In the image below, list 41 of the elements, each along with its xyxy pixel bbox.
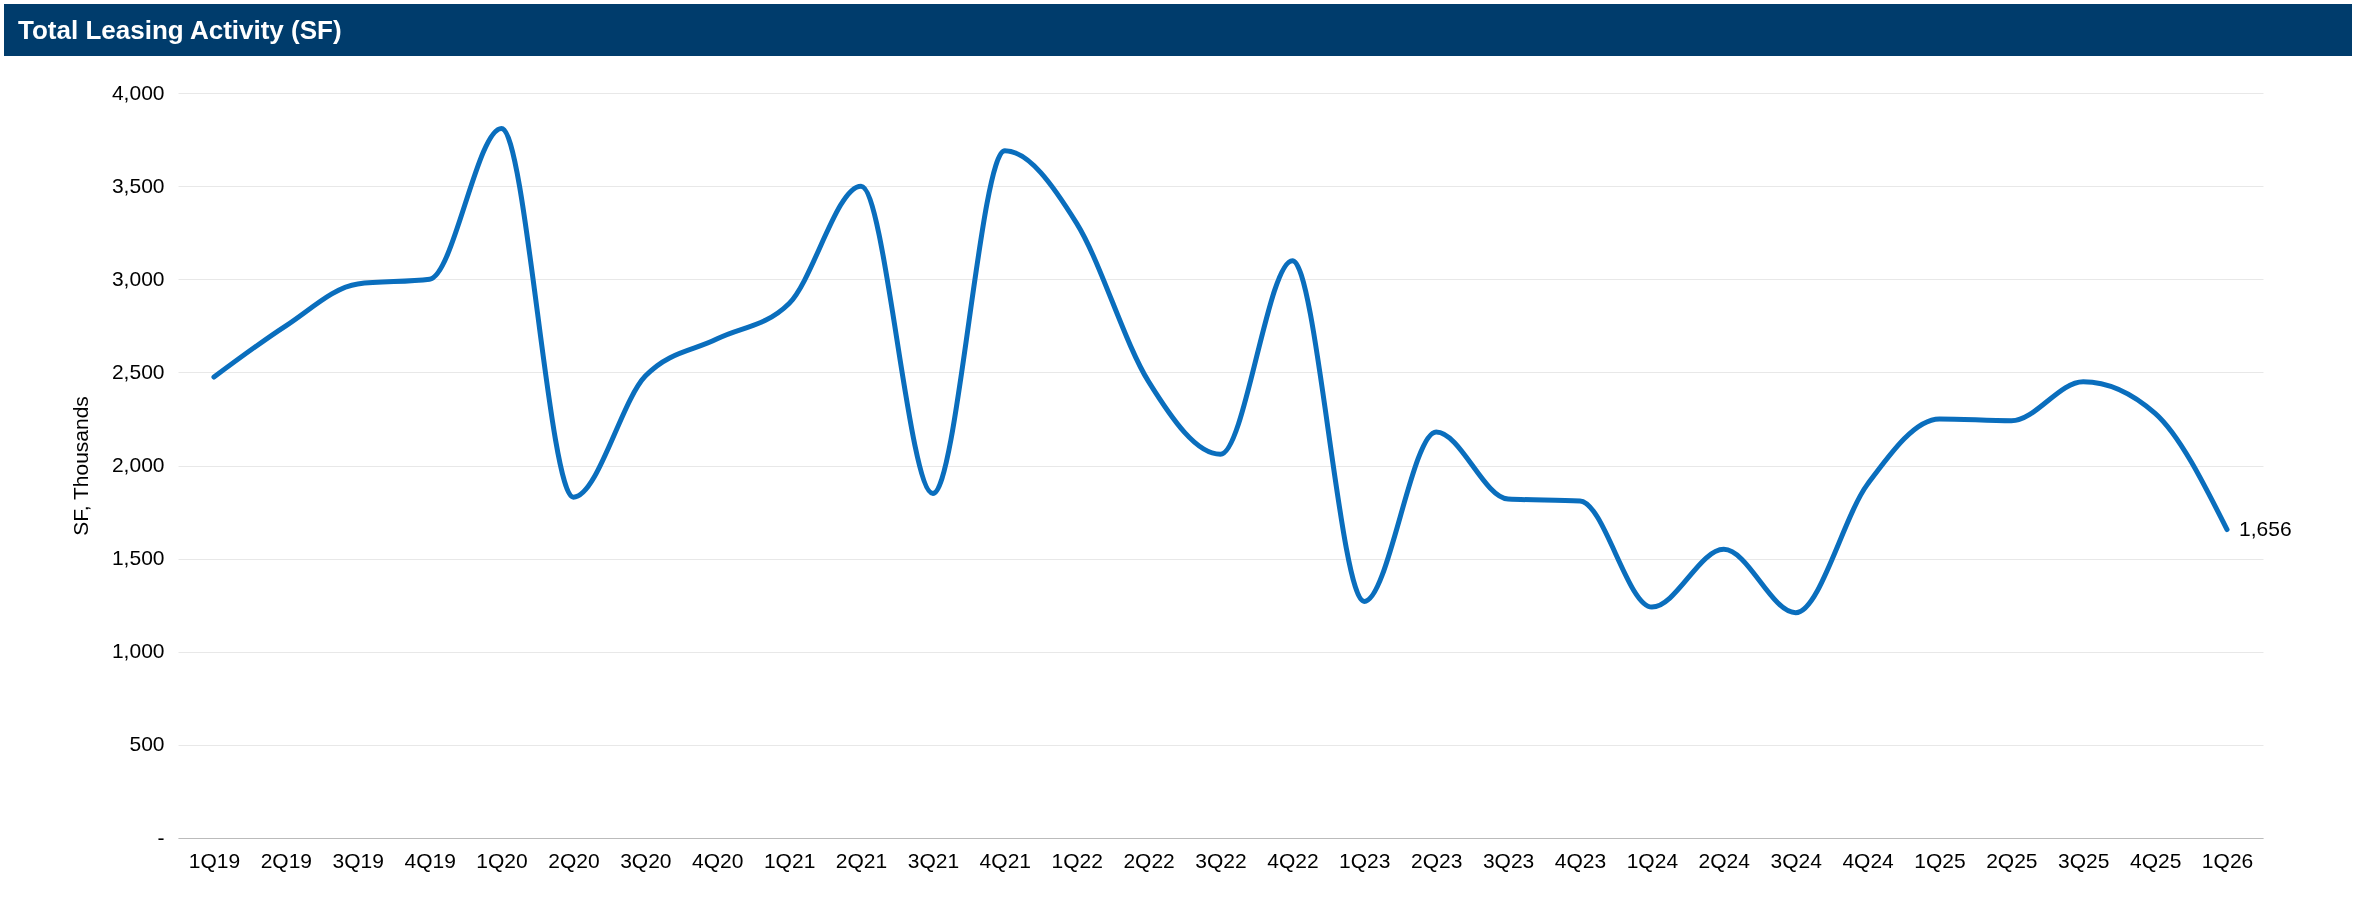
y-tick-label: 3,000 [111, 266, 165, 290]
y-tick-label: 1,500 [111, 546, 165, 570]
y-tick-label: 2,000 [111, 453, 165, 476]
y-tick-label: - [157, 825, 165, 849]
y-tick-label: 2,500 [111, 359, 165, 383]
x-tick-label: 2Q21 [835, 848, 888, 872]
x-tick-label: 4Q22 [1267, 848, 1319, 872]
x-tick-label: 4Q19 [404, 848, 456, 872]
data-label: 1,656 [2239, 516, 2292, 540]
x-tick-label: 4Q24 [1842, 848, 1895, 872]
x-tick-label: 4Q23 [1554, 848, 1607, 872]
x-tick-label: 2Q22 [1123, 848, 1175, 872]
y-tick-label: 3,500 [111, 173, 165, 197]
x-tick-label: 3Q22 [1195, 848, 1247, 872]
x-tick-label: 2Q24 [1698, 848, 1751, 872]
y-tick-label: 4,000 [111, 80, 165, 104]
x-tick-label: 1Q20 [476, 848, 528, 872]
x-tick-label: 3Q21 [907, 848, 960, 872]
x-tick-label: 4Q25 [2129, 848, 2182, 872]
x-tick-label: 1Q24 [1626, 848, 1679, 872]
x-tick-label: 3Q25 [2058, 848, 2110, 872]
x-tick-label: 4Q21 [979, 848, 1031, 872]
x-tick-label: 2Q25 [1986, 848, 2038, 872]
x-tick-label: 1Q26 [2201, 848, 2254, 872]
x-tick-label: 1Q25 [1914, 848, 1966, 872]
x-tick-label: 1Q23 [1339, 848, 1391, 872]
y-tick-label: 1,000 [111, 639, 165, 663]
x-tick-label: 2Q20 [548, 848, 600, 872]
chart-title: Total Leasing Activity (SF) [4, 4, 2352, 56]
x-tick-label: 3Q23 [1482, 848, 1535, 872]
x-tick-label: 3Q19 [332, 848, 384, 872]
x-tick-label: 2Q23 [1411, 848, 1463, 872]
x-tick-label: 2Q19 [260, 848, 313, 872]
x-tick-label: 1Q21 [763, 848, 816, 872]
x-tick-label: 1Q19 [188, 848, 241, 872]
x-tick-label: 3Q24 [1770, 848, 1823, 872]
x-tick-label: 4Q20 [692, 848, 744, 872]
x-tick-label: 1Q22 [1051, 848, 1103, 872]
y-axis-title: SF, Thousands [68, 396, 92, 536]
y-tick-label: 500 [129, 732, 165, 756]
x-tick-label: 3Q20 [620, 848, 672, 872]
